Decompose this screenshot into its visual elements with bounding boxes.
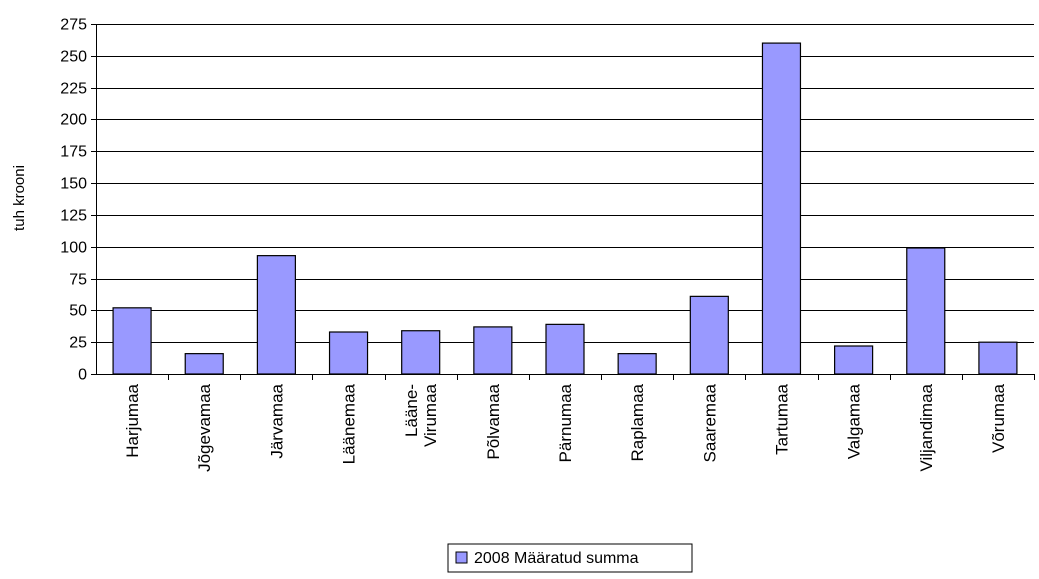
legend-swatch: [455, 551, 468, 564]
y-tick-label: 0: [78, 367, 87, 384]
y-tick-label: 250: [60, 49, 87, 66]
x-tick-label: Läänemaa: [340, 383, 359, 464]
bar: [184, 353, 224, 375]
y-tick-label: 50: [69, 303, 87, 320]
bar: [617, 353, 657, 375]
x-tick-labels: Harjumaa Jõgevamaa Järvamaa Läänemaa Lääne- V…: [123, 383, 1008, 471]
x-tick-label: Pärnumaa: [556, 383, 575, 462]
x-tick-label: Harjumaa: [123, 383, 142, 457]
legend-label: 2008 Määratud summa: [474, 550, 639, 567]
x-tick-label: Saaremaa: [700, 383, 719, 462]
bar: [761, 42, 802, 375]
y-tick-label: 225: [60, 81, 87, 98]
bar: [401, 330, 441, 375]
bar: [978, 341, 1018, 375]
y-tick-label: 275: [60, 17, 87, 34]
bar: [112, 307, 152, 375]
x-tick-label: Valgamaa: [845, 383, 864, 459]
legend: 2008 Määratud summa: [447, 543, 693, 573]
y-tick-label: 75: [69, 272, 87, 289]
y-tick-label: 175: [60, 144, 87, 161]
x-tick-label: Põlvamaa: [484, 383, 503, 459]
y-tick-label: 125: [60, 208, 87, 225]
bar: [834, 345, 874, 375]
y-axis-label: tuh krooni: [11, 165, 28, 231]
axes: [91, 24, 1035, 380]
bar: [906, 247, 946, 375]
y-tick-labels: 0 25 50 75 100 125 150 175 200 225 250 275: [60, 17, 87, 384]
x-tick-label: Võrumaa: [989, 383, 1008, 453]
x-tick-label: Virumaa: [421, 383, 440, 447]
x-tick-label: Jõgevamaa: [195, 383, 214, 471]
bar: [328, 331, 369, 375]
bars: [112, 42, 1018, 375]
x-tick-label: Viljandimaa: [917, 383, 936, 471]
y-tick-label: 25: [69, 335, 87, 352]
gridlines: [96, 24, 1034, 343]
bar: [545, 323, 585, 375]
y-tick-label: 200: [60, 112, 87, 129]
x-tick-label: Tartumaa: [772, 383, 791, 454]
legend-box: [447, 543, 693, 573]
y-tick-label: 100: [60, 240, 87, 257]
x-tick-label: Järvamaa: [267, 383, 286, 458]
bar: [256, 255, 296, 375]
x-tick-label: Lääne-: [402, 384, 421, 437]
x-tick-label: Raplamaa: [628, 383, 647, 461]
y-tick-label: 150: [60, 176, 87, 193]
bar: [689, 295, 729, 375]
bar: [473, 326, 513, 375]
